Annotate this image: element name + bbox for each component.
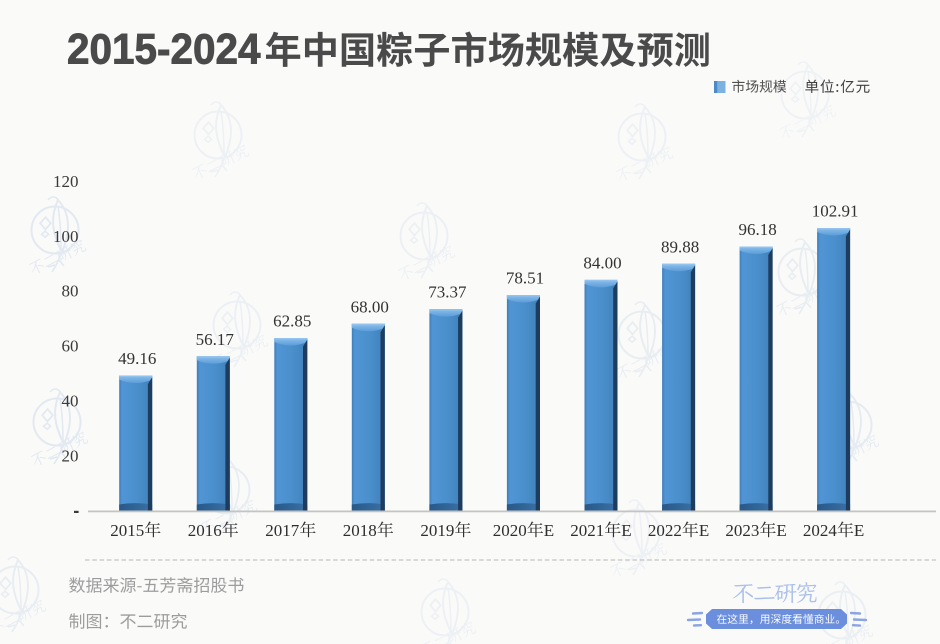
svg-text:E: E <box>621 521 631 540</box>
svg-text:62.85: 62.85 <box>273 312 311 331</box>
svg-text:2018: 2018 <box>343 521 377 540</box>
svg-text:2015-2024: 2015-2024 <box>67 26 261 74</box>
svg-text:78.51: 78.51 <box>506 269 544 288</box>
svg-text:2023: 2023 <box>725 521 759 540</box>
svg-text:40: 40 <box>62 392 79 411</box>
svg-text:2019: 2019 <box>420 521 454 540</box>
svg-text:60: 60 <box>62 337 79 356</box>
svg-text:89.88: 89.88 <box>661 237 699 256</box>
svg-text:2015: 2015 <box>110 521 144 540</box>
svg-text:56.17: 56.17 <box>196 330 235 349</box>
svg-text:68.00: 68.00 <box>351 297 389 316</box>
svg-text:96.18: 96.18 <box>738 220 776 239</box>
svg-text:2016: 2016 <box>188 521 222 540</box>
svg-text:2017: 2017 <box>265 521 300 540</box>
svg-text:E: E <box>544 521 554 540</box>
svg-text:20: 20 <box>62 446 79 465</box>
svg-text:E: E <box>699 521 709 540</box>
svg-text:49.16: 49.16 <box>118 349 156 368</box>
svg-text:E: E <box>776 521 786 540</box>
svg-text:102.91: 102.91 <box>812 202 859 221</box>
svg-text:73.37: 73.37 <box>428 283 467 302</box>
svg-text:100: 100 <box>53 227 79 246</box>
svg-text:2022: 2022 <box>648 521 682 540</box>
svg-text:2020: 2020 <box>493 521 527 540</box>
svg-text:2024: 2024 <box>803 521 838 540</box>
svg-text:E: E <box>854 521 864 540</box>
svg-text:120: 120 <box>53 172 79 191</box>
svg-text:2021: 2021 <box>570 521 604 540</box>
svg-text:84.00: 84.00 <box>583 253 621 272</box>
svg-text:80: 80 <box>62 282 79 301</box>
